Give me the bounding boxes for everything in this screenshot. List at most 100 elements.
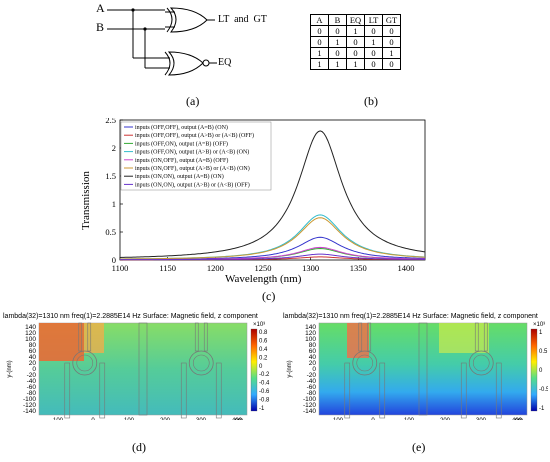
waveguide <box>460 362 467 419</box>
chart-xlabel: Wavelength (nm) <box>225 273 302 285</box>
colorbar-tick-label: 0 <box>539 368 543 374</box>
colorbar-tick-label: 0.8 <box>259 330 268 336</box>
legend-entry: inputs (ON,ON), output (A>B) or (A<B) (O… <box>135 181 250 188</box>
waveguide <box>483 322 488 352</box>
x-tick-label: 1400 <box>397 263 414 273</box>
colorbar-tick-label: -1 <box>539 406 545 412</box>
center-waveguide <box>138 322 148 416</box>
input-b-label: B <box>96 20 105 34</box>
table-cell: 0 <box>328 47 347 59</box>
y-tick-label: 140 <box>305 324 316 331</box>
caption-b: (b) <box>364 94 378 108</box>
colorbar <box>250 328 258 412</box>
table-cell: 0 <box>364 47 383 59</box>
colorbar-exponent: ×10³ <box>253 322 265 328</box>
ring-resonator <box>72 350 98 376</box>
y-tick-label: 1.5 <box>105 171 116 181</box>
y-tick-label: 60 <box>29 348 37 355</box>
y-tick-label: -120 <box>303 402 316 409</box>
y-tick-label: 100 <box>305 336 316 343</box>
table-cell: 0 <box>328 25 347 37</box>
colorbar-tick-label: 0.5 <box>539 349 548 355</box>
y-tick-label: -100 <box>303 396 316 403</box>
waveguide <box>495 362 502 419</box>
colorbar-tick-label: 0 <box>259 364 263 370</box>
table-cell: 1 <box>346 58 365 70</box>
series-line <box>120 217 426 260</box>
table-cell: 0 <box>364 25 383 37</box>
colorbar-tick-label: -0.6 <box>259 389 270 395</box>
chart-ylabel: Transmission <box>80 171 92 230</box>
ring-resonator <box>352 350 378 376</box>
logic-circuit-diagram <box>107 7 217 76</box>
waveguide <box>78 322 83 352</box>
sim-ylabel: y-(nm) <box>7 360 13 377</box>
table-cell: 1 <box>328 36 347 48</box>
warm-region <box>84 323 104 353</box>
series-line <box>119 130 426 258</box>
table-cell: 1 <box>382 47 401 59</box>
waveguide <box>64 362 71 419</box>
x-tick-label: 100 <box>124 418 135 420</box>
y-tick-label: -140 <box>23 408 36 415</box>
y-tick-label: -20 <box>307 372 317 379</box>
table-cell: 0 <box>382 36 401 48</box>
table-cell: 0 <box>364 58 383 70</box>
legend-entry: inputs (OFF,OFF), output (A=B) (ON) <box>135 124 228 131</box>
ring-resonator <box>188 350 214 376</box>
table-cell: 1 <box>328 58 347 70</box>
chart-legend: inputs (OFF,OFF), output (A=B) (ON) input… <box>120 121 272 191</box>
table-cell: 0 <box>346 36 365 48</box>
table-cell: 1 <box>364 36 383 48</box>
colorbar-tick-label: 0.4 <box>259 347 268 353</box>
table-row: 1 0 0 0 1 <box>310 47 401 59</box>
x-tick-label: 400 <box>232 418 243 420</box>
sim-e-title: lambda(32)=1310 nm freq(1)=2.2885E14 Hz … <box>283 313 538 320</box>
transmission-chart: 1100 1150 1200 1250 1300 1350 1400 0 0.5 1 1.5 2 2.5… <box>105 118 426 273</box>
y-tick-label: 0.5 <box>105 227 116 237</box>
legend-entry: inputs (ON,OFF), output (A=B) (OFF) <box>135 157 228 164</box>
x-tick-label: 300 <box>476 418 487 420</box>
y-tick-label: 140 <box>25 324 36 331</box>
x-tick-label: 0 <box>371 418 375 420</box>
waveguide <box>379 362 386 419</box>
y-tick-label: 2 <box>112 143 116 153</box>
output-eq-label: EQ <box>218 57 232 68</box>
waveguide <box>180 362 187 419</box>
y-tick-label: 80 <box>309 342 317 349</box>
table-cell: 1 <box>310 47 329 59</box>
y-tick-label: 0 <box>312 366 316 373</box>
x-tick-label: 1100 <box>112 263 129 273</box>
simulation-e-plot: 140120100806040200-20-40-60-80-100-120-1… <box>287 322 548 420</box>
sim-ylabel: y-(nm) <box>287 360 293 377</box>
waveguide <box>344 362 351 419</box>
header-cell: B <box>328 14 347 26</box>
header-cell: LT <box>364 14 383 26</box>
legend-entry: inputs (ON,OFF), output (A>B) or (A<B) (… <box>135 165 250 172</box>
ring-resonator <box>468 350 494 376</box>
x-tick-label: 1250 <box>254 263 271 273</box>
x-tick-label: 1150 <box>159 263 176 273</box>
ring-resonator <box>76 354 94 372</box>
colorbar-exponent: ×10³ <box>533 322 545 328</box>
x-tick-label: 1200 <box>207 263 224 273</box>
colorbar-tick-label: -1 <box>259 406 265 412</box>
hot-region <box>347 323 369 358</box>
y-tick-label: -60 <box>27 384 37 391</box>
hot-region <box>39 323 84 361</box>
y-tick-label: 80 <box>29 342 37 349</box>
ring-resonator <box>356 354 374 372</box>
y-tick-label: 2.5 <box>105 118 116 125</box>
header-cell: EQ <box>346 14 365 26</box>
y-tick-label: 100 <box>25 336 36 343</box>
y-tick-label: 1 <box>112 199 116 209</box>
caption-c: (c) <box>262 289 276 303</box>
ring-resonator <box>472 354 490 372</box>
y-tick-label: 60 <box>309 348 317 355</box>
y-tick-label: 20 <box>29 360 37 367</box>
x-tick-label: 300 <box>196 418 207 420</box>
truth-table-header: A B EQ LT GT <box>310 14 401 26</box>
y-tick-label: -100 <box>23 396 36 403</box>
x-tick-label: 400 <box>512 418 523 420</box>
waveguide <box>367 322 372 352</box>
